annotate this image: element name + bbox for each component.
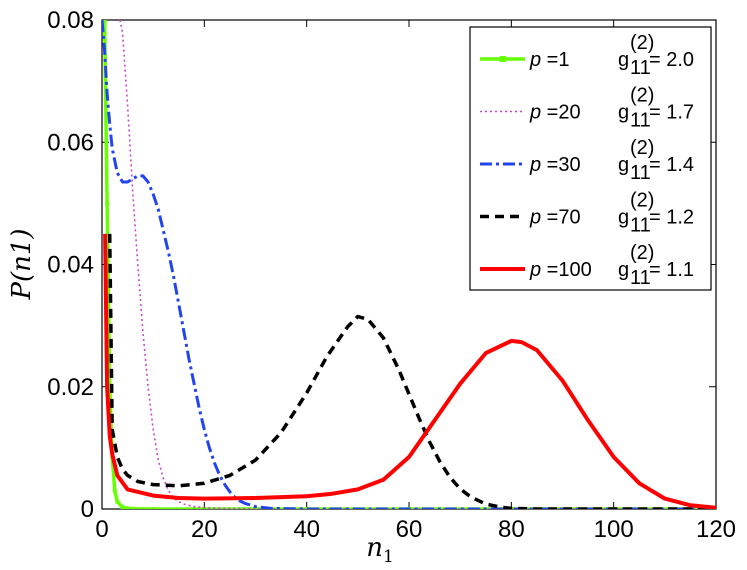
legend-g-value: = 1.7 [649, 102, 694, 124]
legend-p-rest: =70 [541, 207, 580, 229]
series-marker [105, 201, 110, 206]
legend-p-letter: p [529, 102, 541, 124]
series-line-3 [107, 233, 716, 509]
series-marker [140, 507, 145, 509]
legend-p-rest: =1 [541, 49, 569, 71]
series-marker [130, 506, 135, 509]
legend-g-label: g [618, 102, 629, 124]
legend-marker [500, 56, 506, 62]
x-tick-label: 40 [293, 516, 320, 543]
x-axis-label: n1 [366, 533, 394, 567]
x-axis-label-sub: 1 [383, 547, 394, 567]
legend-g-sup: (2) [630, 137, 654, 159]
legend-p-letter: p [529, 49, 541, 71]
legend-g-sup: (2) [630, 242, 654, 264]
legend-box [469, 26, 712, 291]
series-line-2 [102, 20, 716, 509]
legend-g-sup: (2) [630, 32, 654, 54]
legend-g-sub: 11 [630, 57, 651, 79]
x-tick-label: 120 [696, 516, 736, 543]
legend-p-rest: =20 [541, 102, 580, 124]
legend-p-letter: p [529, 207, 541, 229]
y-tick-label: 0.04 [47, 252, 94, 279]
legend-p-label: p =100 [529, 259, 592, 281]
legend-p-rest: =30 [541, 154, 580, 176]
x-tick-label: 0 [95, 516, 108, 543]
axis-ticks: 0 20 40 60 80 100 120 0 0.02 0.04 0.06 0.08 [47, 7, 736, 543]
series-marker [151, 507, 156, 509]
y-axis-label: P(n1) [7, 228, 37, 300]
series-marker [112, 488, 117, 493]
x-tick-label: 100 [594, 516, 634, 543]
legend-g-value: = 1.2 [649, 207, 694, 229]
series-marker [115, 499, 120, 504]
legend-g-label: g [618, 49, 629, 71]
y-tick-label: 0.08 [47, 7, 94, 34]
legend-g-value: = 2.0 [649, 49, 694, 71]
y-axis-label-text: P(n1) [7, 228, 37, 300]
series-line-1 [119, 20, 716, 509]
x-tick-label: 60 [396, 516, 423, 543]
legend-g-sub: 11 [630, 267, 651, 289]
legend-p-letter: p [529, 154, 541, 176]
legend-p-label: p =30 [529, 154, 581, 176]
legend-g-sup: (2) [630, 190, 654, 212]
legend-g-sub: 11 [630, 215, 651, 237]
series-marker [107, 384, 112, 389]
legend-g-label: g [618, 207, 629, 229]
legend-g-sup: (2) [630, 85, 654, 107]
x-tick-label: 80 [498, 516, 525, 543]
y-tick-label: 0.02 [47, 374, 94, 401]
legend-g-value: = 1.4 [649, 154, 694, 176]
legend-p-label: p =20 [529, 102, 581, 124]
legend-g-sub: 11 [630, 162, 651, 184]
legend-g-label: g [618, 259, 629, 281]
x-tick-label: 20 [191, 516, 218, 543]
x-axis-label-main: n [366, 533, 383, 563]
series-line-4 [103, 233, 716, 509]
legend-g-sub: 11 [630, 110, 651, 132]
series-marker [102, 20, 107, 22]
legend-p-label: p =70 [529, 207, 581, 229]
legend-p-label: p =1 [529, 49, 569, 71]
legend-g-label: g [618, 154, 629, 176]
series-marker [125, 506, 130, 509]
series-marker [304, 507, 309, 509]
legend-g-value: = 1.1 [649, 259, 694, 281]
y-tick-label: 0 [81, 496, 94, 523]
legend-p-rest: =100 [541, 259, 592, 281]
y-tick-label: 0.06 [47, 129, 94, 156]
legend: p =1 g(2)11= 2.0p =20 g(2)11= 1.7p =30 g(2)… [469, 26, 712, 291]
series-layer [102, 20, 716, 509]
series-marker [120, 505, 125, 509]
legend-p-letter: p [529, 259, 541, 281]
